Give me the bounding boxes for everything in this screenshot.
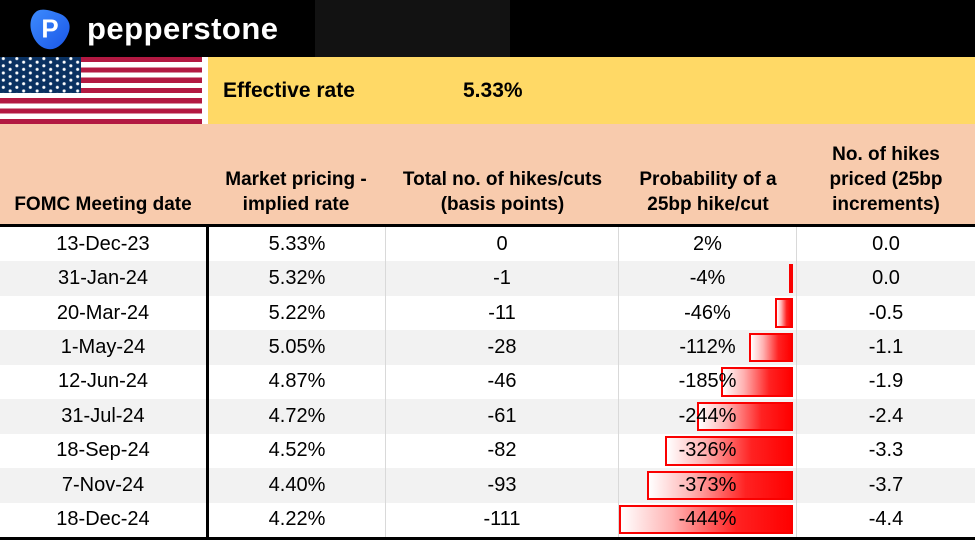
probability-databar bbox=[665, 436, 793, 466]
cell-total-hikes: -82 bbox=[386, 433, 619, 469]
cell-total-hikes: -93 bbox=[386, 468, 619, 503]
table-row: 7-Nov-24 4.40% -93 -373% -3.7 bbox=[0, 468, 975, 503]
cell-total-hikes: -28 bbox=[386, 330, 619, 365]
cell-date: 13-Dec-23 bbox=[56, 232, 150, 255]
probability-text: -4% bbox=[689, 267, 726, 290]
cell-total-hikes: -1 bbox=[386, 261, 619, 296]
cell-probability: -4% bbox=[619, 261, 797, 296]
cell-hikes-priced: 0.0 bbox=[872, 267, 900, 290]
table-row: 1-May-24 5.05% -28 -112% -1.1 bbox=[0, 330, 975, 365]
table-row: 12-Jun-24 4.87% -46 -185% -1.9 bbox=[0, 364, 975, 400]
probability-databar bbox=[720, 367, 793, 397]
pepperstone-logo-icon: P bbox=[27, 6, 73, 52]
probability-databar bbox=[775, 298, 793, 328]
cell-hikes-priced: -1.1 bbox=[868, 336, 904, 359]
table-row: 18-Dec-24 4.22% -111 -444% -4.4 bbox=[0, 502, 975, 537]
topbar-shade bbox=[315, 0, 510, 57]
table-body: 13-Dec-23 5.33% 0 2% 0.0 31-Jan-24 5.32% -1 -4% 0… bbox=[0, 227, 975, 540]
flag-canton bbox=[0, 57, 81, 93]
cell-implied-rate: 4.52% bbox=[206, 433, 386, 469]
us-flag-icon bbox=[0, 57, 202, 124]
probability-text: -373% bbox=[678, 473, 737, 496]
probability-databar bbox=[619, 505, 793, 535]
table-row: 13-Dec-23 5.33% 0 2% 0.0 bbox=[0, 227, 975, 262]
banner-row: Effective rate 5.33% bbox=[0, 57, 975, 124]
top-bar: P pepperstone bbox=[0, 0, 975, 57]
probability-text: -244% bbox=[678, 404, 737, 427]
cell-date: 7-Nov-24 bbox=[61, 473, 145, 496]
table-row: 20-Mar-24 5.22% -11 -46% -0.5 bbox=[0, 295, 975, 331]
cell-total-hikes: -61 bbox=[386, 399, 619, 434]
column-header-implied-rate: Market pricing - implied rate bbox=[225, 168, 367, 215]
table-row: 31-Jan-24 5.32% -1 -4% 0.0 bbox=[0, 261, 975, 296]
cell-date: 1-May-24 bbox=[60, 336, 146, 359]
cell-hikes-priced: -4.4 bbox=[868, 508, 904, 531]
cell-implied-rate: 4.72% bbox=[206, 399, 386, 434]
cell-implied-rate: 5.33% bbox=[206, 227, 386, 262]
table-row: 31-Jul-24 4.72% -61 -244% -2.4 bbox=[0, 399, 975, 434]
probability-text: -46% bbox=[684, 301, 731, 324]
cell-date: 18-Dec-24 bbox=[56, 508, 150, 531]
probability-text: -444% bbox=[678, 508, 737, 531]
effective-rate-value: 5.33% bbox=[463, 78, 523, 102]
cell-date: 18-Sep-24 bbox=[56, 439, 150, 462]
cell-total-hikes: 0 bbox=[386, 227, 619, 262]
cell-date: 20-Mar-24 bbox=[56, 301, 150, 324]
cell-date: 12-Jun-24 bbox=[57, 370, 149, 393]
cell-hikes-priced: -0.5 bbox=[868, 301, 904, 324]
probability-text: -185% bbox=[678, 370, 737, 393]
cell-implied-rate: 4.87% bbox=[206, 364, 386, 400]
table-header: FOMC Meeting date Market pricing - implie… bbox=[0, 124, 975, 227]
cell-hikes-priced: -3.3 bbox=[868, 439, 904, 462]
column-header-date: FOMC Meeting date bbox=[14, 193, 192, 215]
cell-hikes-priced: -1.9 bbox=[868, 370, 904, 393]
probability-text: -326% bbox=[678, 439, 737, 462]
cell-hikes-priced: -3.7 bbox=[868, 473, 904, 496]
effective-rate-label: Effective rate bbox=[223, 78, 355, 102]
probability-databar bbox=[646, 470, 793, 500]
cell-probability: -444% bbox=[619, 502, 797, 537]
cell-hikes-priced: -2.4 bbox=[868, 404, 904, 427]
cell-total-hikes: -46 bbox=[386, 364, 619, 400]
table-row: 18-Sep-24 4.52% -82 -326% -3.3 bbox=[0, 433, 975, 469]
probability-databar bbox=[697, 401, 793, 432]
cell-probability: -373% bbox=[619, 468, 797, 503]
cell-implied-rate: 4.40% bbox=[206, 468, 386, 503]
cell-probability: -46% bbox=[619, 295, 797, 331]
cell-implied-rate: 5.22% bbox=[206, 295, 386, 331]
svg-text:P: P bbox=[41, 15, 58, 43]
column-header-hikes-priced: No. of hikes priced (25bp increments) bbox=[829, 143, 943, 215]
cell-hikes-priced: 0.0 bbox=[872, 232, 900, 255]
cell-implied-rate: 5.32% bbox=[206, 261, 386, 296]
cell-date: 31-Jan-24 bbox=[57, 267, 149, 290]
cell-probability: 2% bbox=[619, 227, 797, 262]
cell-probability: -244% bbox=[619, 399, 797, 434]
cell-probability: -112% bbox=[619, 330, 797, 365]
probability-text: 2% bbox=[693, 232, 722, 255]
probability-databar bbox=[749, 332, 793, 363]
cell-date: 31-Jul-24 bbox=[61, 404, 145, 427]
cell-total-hikes: -111 bbox=[386, 502, 619, 537]
cell-probability: -326% bbox=[619, 433, 797, 469]
probability-databar bbox=[789, 263, 793, 294]
cell-implied-rate: 5.05% bbox=[206, 330, 386, 365]
effective-rate-banner: Effective rate 5.33% bbox=[208, 57, 975, 124]
flag-gap bbox=[202, 57, 208, 124]
brand-name: pepperstone bbox=[87, 10, 279, 46]
cell-total-hikes: -11 bbox=[386, 295, 619, 331]
cell-probability: -185% bbox=[619, 364, 797, 400]
column-header-total-hikes: Total no. of hikes/cuts (basis points) bbox=[402, 168, 603, 215]
probability-text: -112% bbox=[679, 336, 736, 359]
column-header-probability: Probability of a 25bp hike/cut bbox=[639, 168, 777, 215]
cell-implied-rate: 4.22% bbox=[206, 502, 386, 537]
